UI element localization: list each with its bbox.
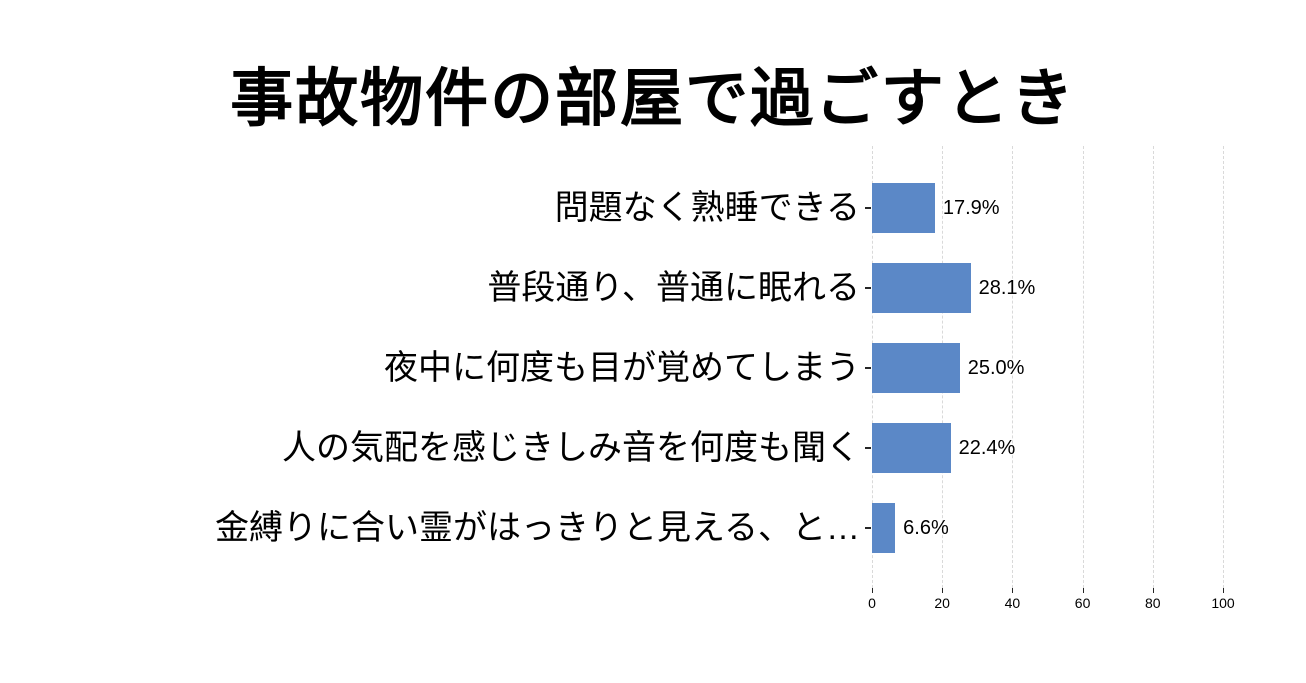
y-tick-3 bbox=[865, 447, 871, 449]
value-label-0: 17.9% bbox=[942, 197, 1000, 219]
x-tick-60 bbox=[1082, 588, 1084, 593]
bar-4 bbox=[872, 503, 896, 553]
x-tick-label-80: 80 bbox=[1145, 595, 1161, 611]
value-label-2: 25.0% bbox=[967, 357, 1025, 379]
y-tick-1 bbox=[865, 287, 871, 289]
x-tick-40 bbox=[1012, 588, 1014, 593]
bar-3 bbox=[872, 423, 951, 473]
gridline-80 bbox=[1152, 146, 1154, 588]
plot-area bbox=[872, 146, 1224, 588]
y-tick-4 bbox=[865, 527, 871, 529]
x-tick-20 bbox=[942, 588, 944, 593]
chart-title: 事故物件の部屋で過ごすとき bbox=[230, 64, 1076, 134]
gridline-100 bbox=[1223, 146, 1224, 588]
category-label-1: 普段通り、普通に眠れる bbox=[487, 269, 860, 307]
value-label-3: 22.4% bbox=[958, 437, 1016, 459]
category-label-0: 問題なく熟睡できる bbox=[554, 189, 860, 227]
x-tick-label-60: 60 bbox=[1074, 595, 1091, 611]
x-tick-label-100: 100 bbox=[1211, 595, 1235, 611]
value-label-4: 6.6% bbox=[903, 517, 949, 539]
category-label-4: 金縛りに合い霊がはっきりと見える、と… bbox=[215, 509, 860, 547]
x-tick-label-0: 0 bbox=[868, 595, 876, 611]
bar-0 bbox=[872, 183, 935, 233]
x-tick-0 bbox=[872, 588, 873, 593]
value-label-1: 28.1% bbox=[978, 277, 1036, 299]
gridline-40 bbox=[1012, 146, 1014, 588]
bar-2 bbox=[872, 343, 960, 393]
x-tick-100 bbox=[1223, 588, 1224, 593]
gridline-60 bbox=[1082, 146, 1084, 588]
category-label-3: 人の気配を感じきしみ音を何度も聞く bbox=[282, 429, 860, 467]
category-label-2: 夜中に何度も目が覚めてしまう bbox=[384, 349, 860, 387]
bar-1 bbox=[872, 263, 971, 313]
y-tick-0 bbox=[865, 207, 871, 209]
x-tick-label-20: 20 bbox=[934, 595, 950, 611]
x-tick-80 bbox=[1152, 588, 1154, 593]
x-tick-label-40: 40 bbox=[1004, 595, 1021, 611]
y-tick-2 bbox=[865, 367, 871, 369]
